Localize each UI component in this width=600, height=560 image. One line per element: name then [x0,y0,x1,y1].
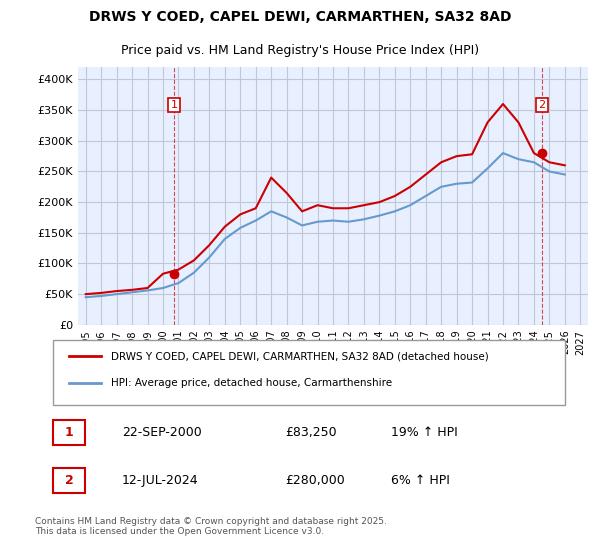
Text: £280,000: £280,000 [286,474,346,487]
Text: 22-SEP-2000: 22-SEP-2000 [122,426,202,439]
Text: 19% ↑ HPI: 19% ↑ HPI [391,426,458,439]
Text: £83,250: £83,250 [286,426,337,439]
Text: 2: 2 [539,100,545,110]
Text: DRWS Y COED, CAPEL DEWI, CARMARTHEN, SA32 8AD: DRWS Y COED, CAPEL DEWI, CARMARTHEN, SA3… [89,10,511,24]
FancyBboxPatch shape [53,468,85,493]
FancyBboxPatch shape [53,339,565,405]
Text: 6% ↑ HPI: 6% ↑ HPI [391,474,450,487]
FancyBboxPatch shape [53,420,85,445]
Text: 12-JUL-2024: 12-JUL-2024 [122,474,199,487]
Text: DRWS Y COED, CAPEL DEWI, CARMARTHEN, SA32 8AD (detached house): DRWS Y COED, CAPEL DEWI, CARMARTHEN, SA3… [112,351,489,361]
Text: 2: 2 [65,474,73,487]
Text: 1: 1 [65,426,73,439]
Text: 1: 1 [170,100,178,110]
Text: Price paid vs. HM Land Registry's House Price Index (HPI): Price paid vs. HM Land Registry's House … [121,44,479,57]
Text: HPI: Average price, detached house, Carmarthenshire: HPI: Average price, detached house, Carm… [112,379,392,388]
Text: Contains HM Land Registry data © Crown copyright and database right 2025.
This d: Contains HM Land Registry data © Crown c… [35,516,387,536]
